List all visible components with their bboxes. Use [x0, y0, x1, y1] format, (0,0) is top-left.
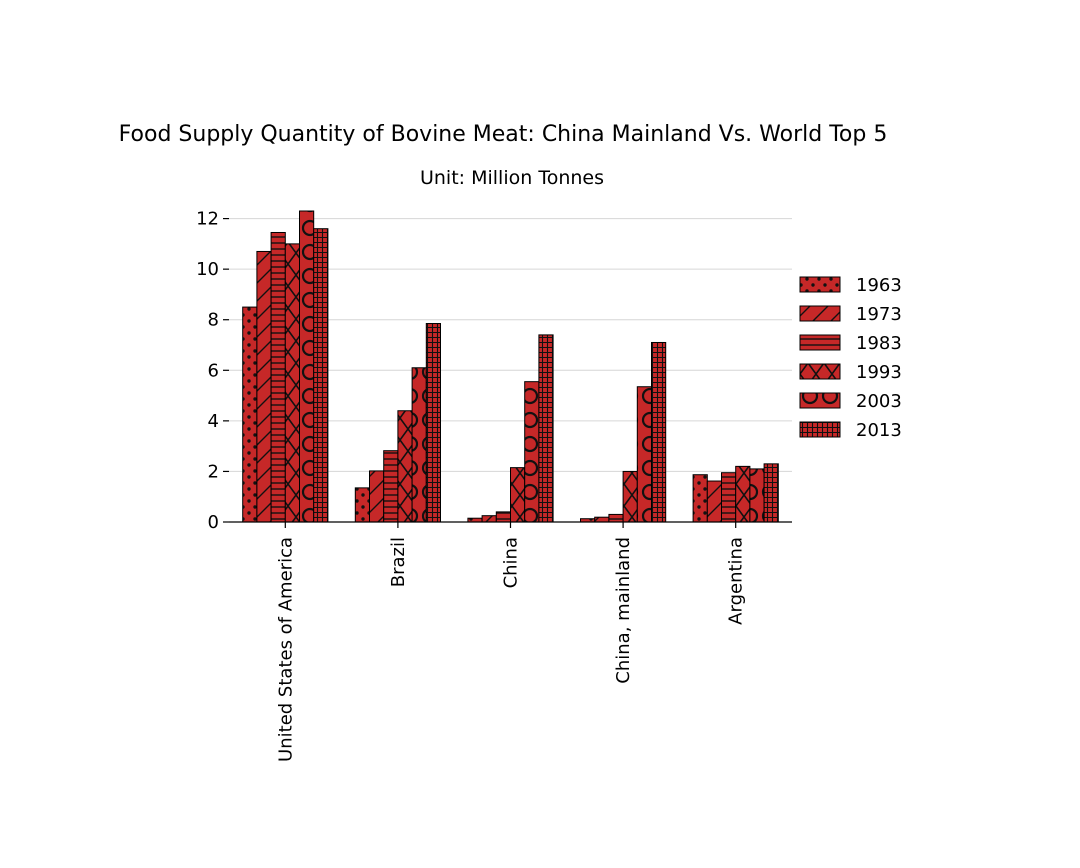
bar-china-mainland-1973	[594, 516, 610, 523]
bar-china-1983	[495, 511, 511, 523]
bar-argentina-1973	[706, 480, 722, 523]
y-tick-label-2: 2	[208, 461, 219, 482]
chart-subtitle: Unit: Million Tonnes	[420, 167, 604, 189]
x-tick-label-brazil: Brazil	[388, 537, 409, 587]
legend-item-1983: 1983	[799, 333, 902, 354]
bar-china-mainland-2003	[636, 386, 652, 523]
bar-united-states-of-america-1963	[242, 306, 258, 523]
legend-label-1963: 1963	[856, 275, 902, 296]
bar-united-states-of-america-1993	[284, 243, 300, 523]
bar-brazil-1993	[397, 410, 413, 523]
y-tick-label-12: 12	[196, 209, 219, 230]
bar-united-states-of-america-1983	[270, 231, 286, 523]
legend-swatch-2013	[799, 421, 841, 438]
y-tick-label-0: 0	[208, 512, 219, 533]
legend-label-1993: 1993	[856, 362, 902, 383]
legend-label-1973: 1973	[856, 304, 902, 325]
legend-label-2003: 2003	[856, 391, 902, 412]
y-tick-label-10: 10	[196, 259, 219, 280]
bar-united-states-of-america-2013	[313, 228, 329, 523]
legend-swatch-1983	[799, 334, 841, 351]
bar-china-1973	[481, 515, 497, 523]
y-tick-label-8: 8	[208, 310, 219, 331]
legend: 1963 1973 1983 1993 2003 2013	[799, 275, 902, 441]
bar-argentina-2013	[763, 463, 779, 523]
legend-item-1993: 1993	[799, 362, 902, 383]
bar-brazil-1973	[369, 470, 385, 523]
bars	[242, 210, 779, 523]
axes: 0 2 4 6 8 10 12 United States of America Brazil C…	[196, 209, 792, 762]
legend-item-1973: 1973	[799, 304, 902, 325]
x-tick-label-united-states-of-america: United States of America	[275, 537, 296, 762]
bar-brazil-1963	[354, 487, 370, 523]
bar-china-mainland-1983	[608, 513, 624, 523]
legend-label-1983: 1983	[856, 333, 902, 354]
legend-swatch-1993	[799, 363, 841, 380]
x-tick-label-china: China	[501, 537, 522, 588]
legend-item-2013: 2013	[799, 420, 902, 441]
x-tick-label-argentina: Argentina	[726, 537, 747, 625]
bar-china-mainland-2013	[651, 341, 667, 523]
bar-argentina-1993	[735, 465, 751, 523]
x-tick-label-china-mainland: China, mainland	[613, 537, 634, 684]
bar-brazil-1983	[383, 450, 399, 523]
bar-china-2003	[524, 381, 540, 523]
bar-united-states-of-america-2003	[299, 210, 315, 523]
chart-title: Food Supply Quantity of Bovine Meat: Chi…	[119, 122, 888, 147]
bar-china-1993	[510, 467, 526, 523]
legend-item-1963: 1963	[799, 275, 902, 296]
legend-swatch-1973	[799, 305, 841, 322]
y-tick-label-6: 6	[208, 360, 219, 381]
legend-swatch-1963	[799, 276, 841, 293]
legend-item-2003: 2003	[799, 391, 902, 412]
bar-argentina-2003	[749, 468, 765, 523]
bar-china-mainland-1993	[622, 470, 638, 523]
y-tick-label-4: 4	[208, 411, 219, 432]
legend-swatch-2003	[799, 392, 841, 409]
bar-united-states-of-america-1973	[256, 250, 272, 523]
legend-label-2013: 2013	[856, 420, 902, 441]
bar-china-2013	[538, 334, 554, 523]
bar-argentina-1963	[692, 474, 708, 523]
bar-brazil-2003	[411, 367, 427, 523]
bar-argentina-1983	[721, 472, 737, 523]
bar-brazil-2013	[425, 323, 441, 523]
